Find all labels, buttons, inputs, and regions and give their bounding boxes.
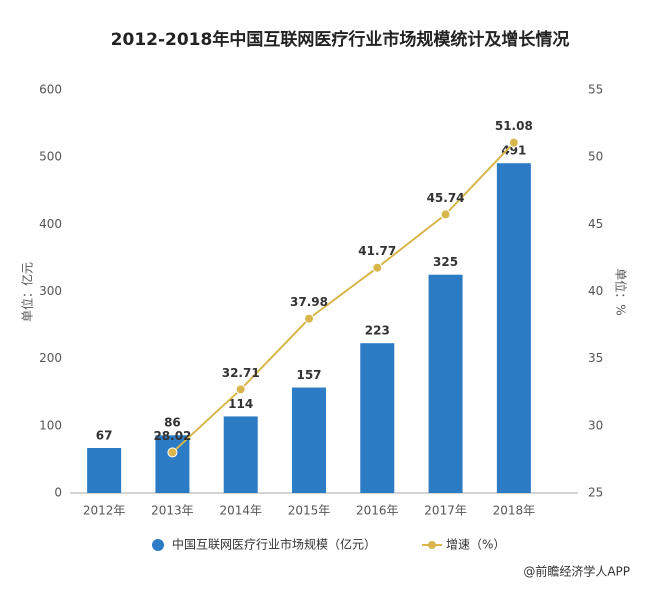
- y2-tick-label: 50: [588, 150, 603, 164]
- bar: [87, 447, 122, 493]
- y2-axis-label: 单位：%: [614, 268, 629, 315]
- line-value-label: 45.74: [427, 191, 465, 205]
- x-tick-label: 2015年: [288, 504, 331, 518]
- y-tick-label: 100: [39, 418, 62, 432]
- line-marker: [304, 313, 314, 324]
- y-tick-label: 400: [39, 217, 62, 231]
- y2-tick-label: 25: [588, 486, 603, 500]
- bar: [155, 435, 190, 493]
- bar-value-label: 223: [365, 324, 390, 338]
- source: @前瞻经济学人APP: [523, 564, 630, 579]
- bar: [292, 387, 326, 493]
- line-marker: [440, 209, 451, 220]
- bar-value-label: 325: [433, 255, 458, 269]
- x-tick-label: 2014年: [219, 504, 262, 518]
- chart-title: 2012-2018年中国互联网医疗行业市场规模统计及增长情况: [111, 29, 570, 50]
- legend-marker: [428, 541, 437, 549]
- y2-tick-label: 35: [588, 351, 603, 365]
- y-tick-label: 600: [39, 83, 62, 97]
- x-tick-label: 2018年: [493, 504, 536, 518]
- bar: [360, 343, 395, 493]
- bar: [428, 274, 463, 493]
- y-tick-label: 200: [39, 351, 62, 365]
- y-tick-label: 500: [39, 150, 62, 164]
- line-value-label: 32.71: [222, 366, 260, 380]
- line: [171, 141, 515, 454]
- x-tick-label: 2016年: [356, 504, 399, 518]
- bar-value-label: 86: [164, 416, 181, 430]
- y2-tick-label: 45: [588, 217, 603, 231]
- bar-value-label: 491: [501, 144, 526, 158]
- y2-tick-label: 40: [588, 284, 603, 298]
- line-marker: [167, 447, 178, 458]
- x-tick-label: 2012年: [83, 504, 126, 518]
- y-axis-label: 单位：亿元: [20, 262, 35, 322]
- line-marker: [235, 384, 246, 395]
- line-value-label: 41.77: [358, 244, 396, 258]
- bar: [496, 163, 531, 493]
- legend-label: 增速（%）: [446, 538, 505, 552]
- line-value-label: 28.02: [153, 429, 191, 443]
- bar-value-label: 114: [228, 397, 253, 411]
- y-tick-label: 0: [54, 486, 62, 500]
- x-tick-label: 2013年: [151, 504, 194, 518]
- bar-value-label: 157: [296, 368, 321, 382]
- line-marker: [372, 262, 383, 273]
- y2-tick-label: 55: [588, 83, 603, 97]
- legend-marker: [152, 539, 164, 551]
- line-value-label: 37.98: [290, 295, 328, 309]
- legend-label: 中国互联网医疗行业市场规模（亿元）: [172, 537, 376, 552]
- bar: [223, 416, 258, 493]
- x-tick-label: 2017年: [424, 504, 467, 518]
- y2-tick-label: 30: [588, 418, 603, 432]
- bar-value-label: 67: [96, 428, 113, 442]
- line-value-label: 51.08: [495, 119, 533, 133]
- y-tick-label: 300: [39, 284, 62, 298]
- line-marker: [508, 137, 519, 148]
